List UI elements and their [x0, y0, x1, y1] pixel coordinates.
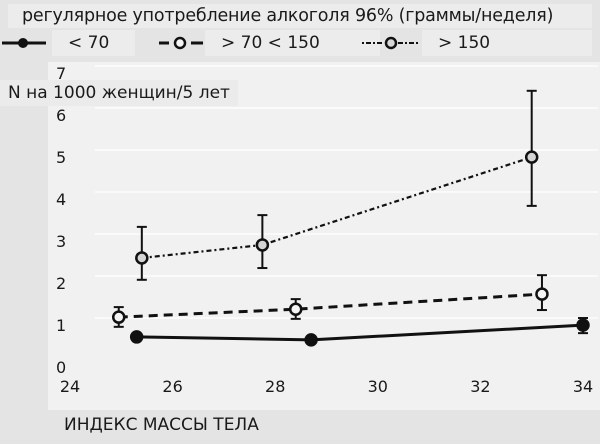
y-tick-label: 7: [56, 64, 66, 83]
data-point-marker: [288, 302, 303, 316]
legend-item-gt150: > 150: [362, 30, 592, 56]
legend-item-70-150: > 70 < 150: [155, 30, 380, 56]
y-tick-label: 3: [56, 232, 66, 251]
data-point-marker: [129, 330, 144, 344]
y-tick-label: 1: [56, 316, 66, 335]
plot-area: [48, 62, 600, 410]
gridlines: [95, 65, 598, 319]
series-2: [111, 274, 549, 328]
legend-item-lt70: < 70: [0, 30, 135, 56]
y-tick-label: 4: [56, 190, 66, 209]
data-point-marker: [111, 310, 126, 324]
legend-label: < 70: [52, 30, 135, 56]
series-3: [135, 89, 539, 281]
y-tick-label: 5: [56, 148, 66, 167]
dashed-line-open-marker-icon: [159, 36, 203, 50]
y-axis-label: N на 1000 женщин/5 лет: [0, 80, 238, 106]
data-point-marker: [255, 238, 270, 252]
x-tick-label: 28: [265, 377, 285, 396]
legend-title: регулярное употребление алкоголя 96% (гр…: [8, 4, 592, 28]
x-tick-label: 34: [573, 377, 593, 396]
legend-label: > 70 < 150: [205, 30, 380, 56]
x-tick-label: 32: [470, 377, 490, 396]
data-point-marker: [304, 333, 318, 347]
data-point-marker: [135, 251, 149, 265]
x-tick-label: 24: [60, 377, 80, 396]
y-tick-label: 2: [56, 274, 66, 293]
x-axis-ticks: 24 26 28 30 32 34: [60, 377, 593, 396]
y-tick-label: 6: [56, 106, 66, 125]
legend-label: > 150: [422, 30, 592, 56]
x-tick-label: 26: [162, 377, 182, 396]
x-tick-label: 30: [368, 377, 388, 396]
series-1: [129, 317, 590, 347]
y-axis-ticks: 0 1 2 3 4 5 6 7: [56, 64, 66, 377]
data-point-marker: [576, 318, 590, 332]
data-point-marker: [535, 287, 549, 301]
solid-line-filled-marker-icon: [2, 38, 46, 48]
data-series: [111, 89, 590, 347]
x-axis-label: ИНДЕКС МАССЫ ТЕЛА: [64, 415, 259, 435]
data-point-marker: [524, 150, 539, 164]
dashdot-line-open-marker-icon: [362, 36, 418, 50]
y-tick-label: 0: [56, 358, 66, 377]
